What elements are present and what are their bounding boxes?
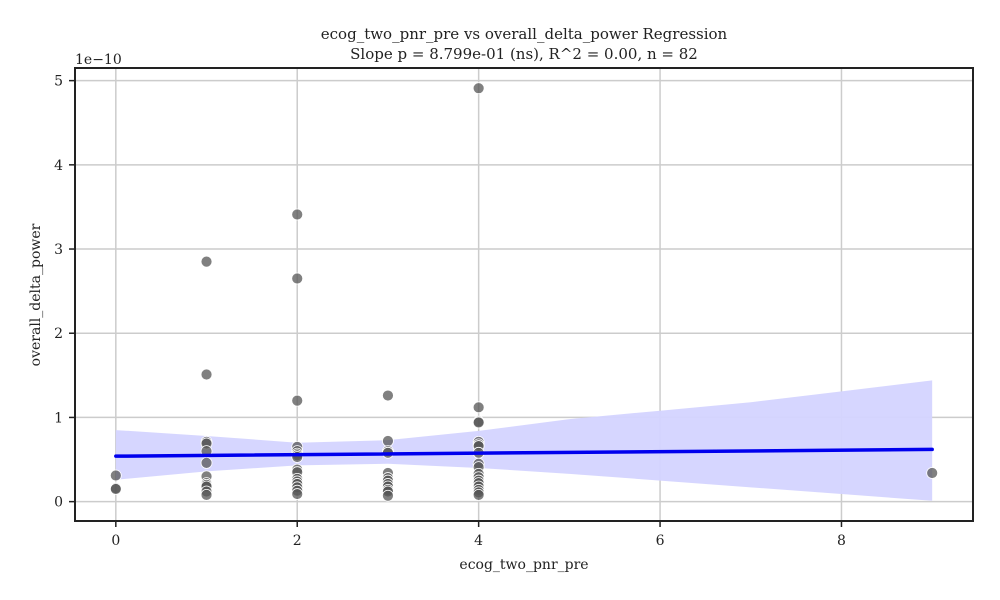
data-point bbox=[291, 488, 304, 500]
data-point bbox=[472, 82, 485, 95]
y-tick-label: 3 bbox=[54, 242, 63, 258]
data-point bbox=[382, 389, 394, 402]
y-tick-label: 0 bbox=[54, 495, 63, 511]
data-point bbox=[109, 469, 122, 482]
x-tick-label: 2 bbox=[293, 533, 302, 549]
data-point bbox=[291, 272, 304, 285]
chart-subtitle: Slope p = 8.799e-01 (ns), R^2 = 0.00, n … bbox=[350, 45, 698, 63]
data-point bbox=[200, 368, 213, 381]
data-point bbox=[291, 394, 304, 407]
data-point bbox=[109, 483, 122, 495]
x-tick-label: 4 bbox=[474, 533, 483, 549]
regression-line-group bbox=[114, 447, 934, 458]
data-point bbox=[472, 488, 485, 501]
chart-title: ecog_two_pnr_pre vs overall_delta_power … bbox=[320, 25, 728, 43]
x-axis-label: ecog_two_pnr_pre bbox=[459, 557, 588, 573]
confidence-band-group bbox=[115, 380, 933, 501]
data-point bbox=[382, 435, 394, 447]
data-point bbox=[472, 401, 485, 414]
y-axis-label: overall_delta_power bbox=[28, 223, 44, 366]
data-point bbox=[200, 255, 213, 268]
y-tick-label: 2 bbox=[54, 326, 63, 342]
data-point bbox=[472, 416, 485, 429]
plot-frame bbox=[74, 67, 974, 522]
y-tick-label: 4 bbox=[54, 158, 63, 174]
x-tick-label: 8 bbox=[837, 533, 846, 549]
data-point bbox=[926, 467, 939, 479]
data-point bbox=[291, 208, 304, 221]
data-point bbox=[382, 489, 394, 502]
y-offset-label: 1e−10 bbox=[75, 52, 122, 68]
x-tick-label: 0 bbox=[111, 533, 120, 549]
regression-line bbox=[114, 447, 934, 458]
y-tick-label: 5 bbox=[54, 74, 63, 90]
y-tick-label: 1 bbox=[54, 410, 63, 426]
y-axis-ticks: 0 1 2 3 4 5 bbox=[54, 74, 75, 511]
x-tick-label: 6 bbox=[656, 533, 665, 549]
data-point bbox=[200, 457, 213, 469]
x-axis-ticks: 0 2 4 6 8 bbox=[111, 521, 846, 549]
confidence-band bbox=[115, 380, 933, 501]
data-point bbox=[200, 488, 213, 501]
